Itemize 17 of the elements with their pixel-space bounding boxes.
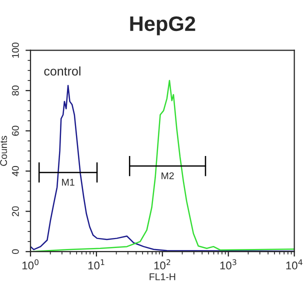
y-tick-label: 20: [12, 206, 19, 216]
series-label: M2: [162, 172, 174, 180]
annotation: control: [44, 66, 80, 76]
series-label: M1: [62, 178, 74, 186]
x-tick-label: 10$^{2}$: [154, 259, 170, 270]
y-tick-label: 80: [12, 86, 19, 96]
x-axis-title: FL1-H: [150, 273, 176, 280]
y-tick-label: 60: [12, 126, 19, 136]
x-tick-label: 10$^{3}$: [220, 259, 236, 270]
x-tick-label: 10$^{1}$: [88, 259, 104, 270]
y-axis-title: Counts: [0, 136, 8, 166]
x-tick-label: 10$^{0}$: [22, 259, 39, 270]
y-tick-label: 40: [12, 166, 19, 176]
y-tick-label: 0: [12, 249, 19, 254]
chart-title: HepG2: [130, 16, 196, 36]
y-tick-label: 100: [12, 42, 19, 58]
x-tick-label: 10$^{4}$: [286, 259, 302, 270]
